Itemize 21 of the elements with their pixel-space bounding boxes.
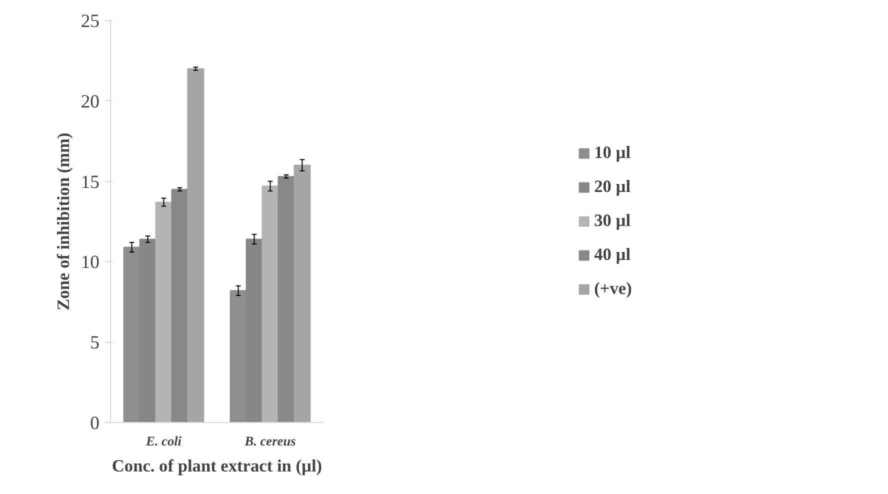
x-tick-label: E. coli bbox=[144, 434, 182, 448]
legend-label: 40 µl bbox=[594, 245, 631, 265]
y-tick-label: 25 bbox=[80, 11, 100, 32]
bar bbox=[262, 186, 279, 422]
y-tick-label: 0 bbox=[90, 413, 100, 434]
y-tick-label: 20 bbox=[80, 91, 100, 112]
bar bbox=[278, 176, 295, 422]
legend-label: 20 µl bbox=[594, 177, 631, 197]
x-tick-label: B. cereus bbox=[244, 434, 296, 448]
y-axis-title: Zone of inhibition (mm) bbox=[54, 132, 73, 310]
x-axis-title: Conc. of plant extract in (µl) bbox=[112, 456, 322, 476]
legend-label: 30 µl bbox=[594, 211, 631, 231]
y-tick-label: 10 bbox=[80, 252, 100, 274]
y-tick-label: 15 bbox=[80, 172, 100, 193]
bar bbox=[155, 202, 172, 422]
legend-label: 10 µl bbox=[594, 143, 631, 163]
y-tick-label: 5 bbox=[90, 332, 100, 354]
bar bbox=[187, 68, 204, 422]
bar bbox=[171, 188, 188, 422]
legend-label: (+ve) bbox=[594, 279, 632, 299]
bar bbox=[294, 164, 311, 422]
